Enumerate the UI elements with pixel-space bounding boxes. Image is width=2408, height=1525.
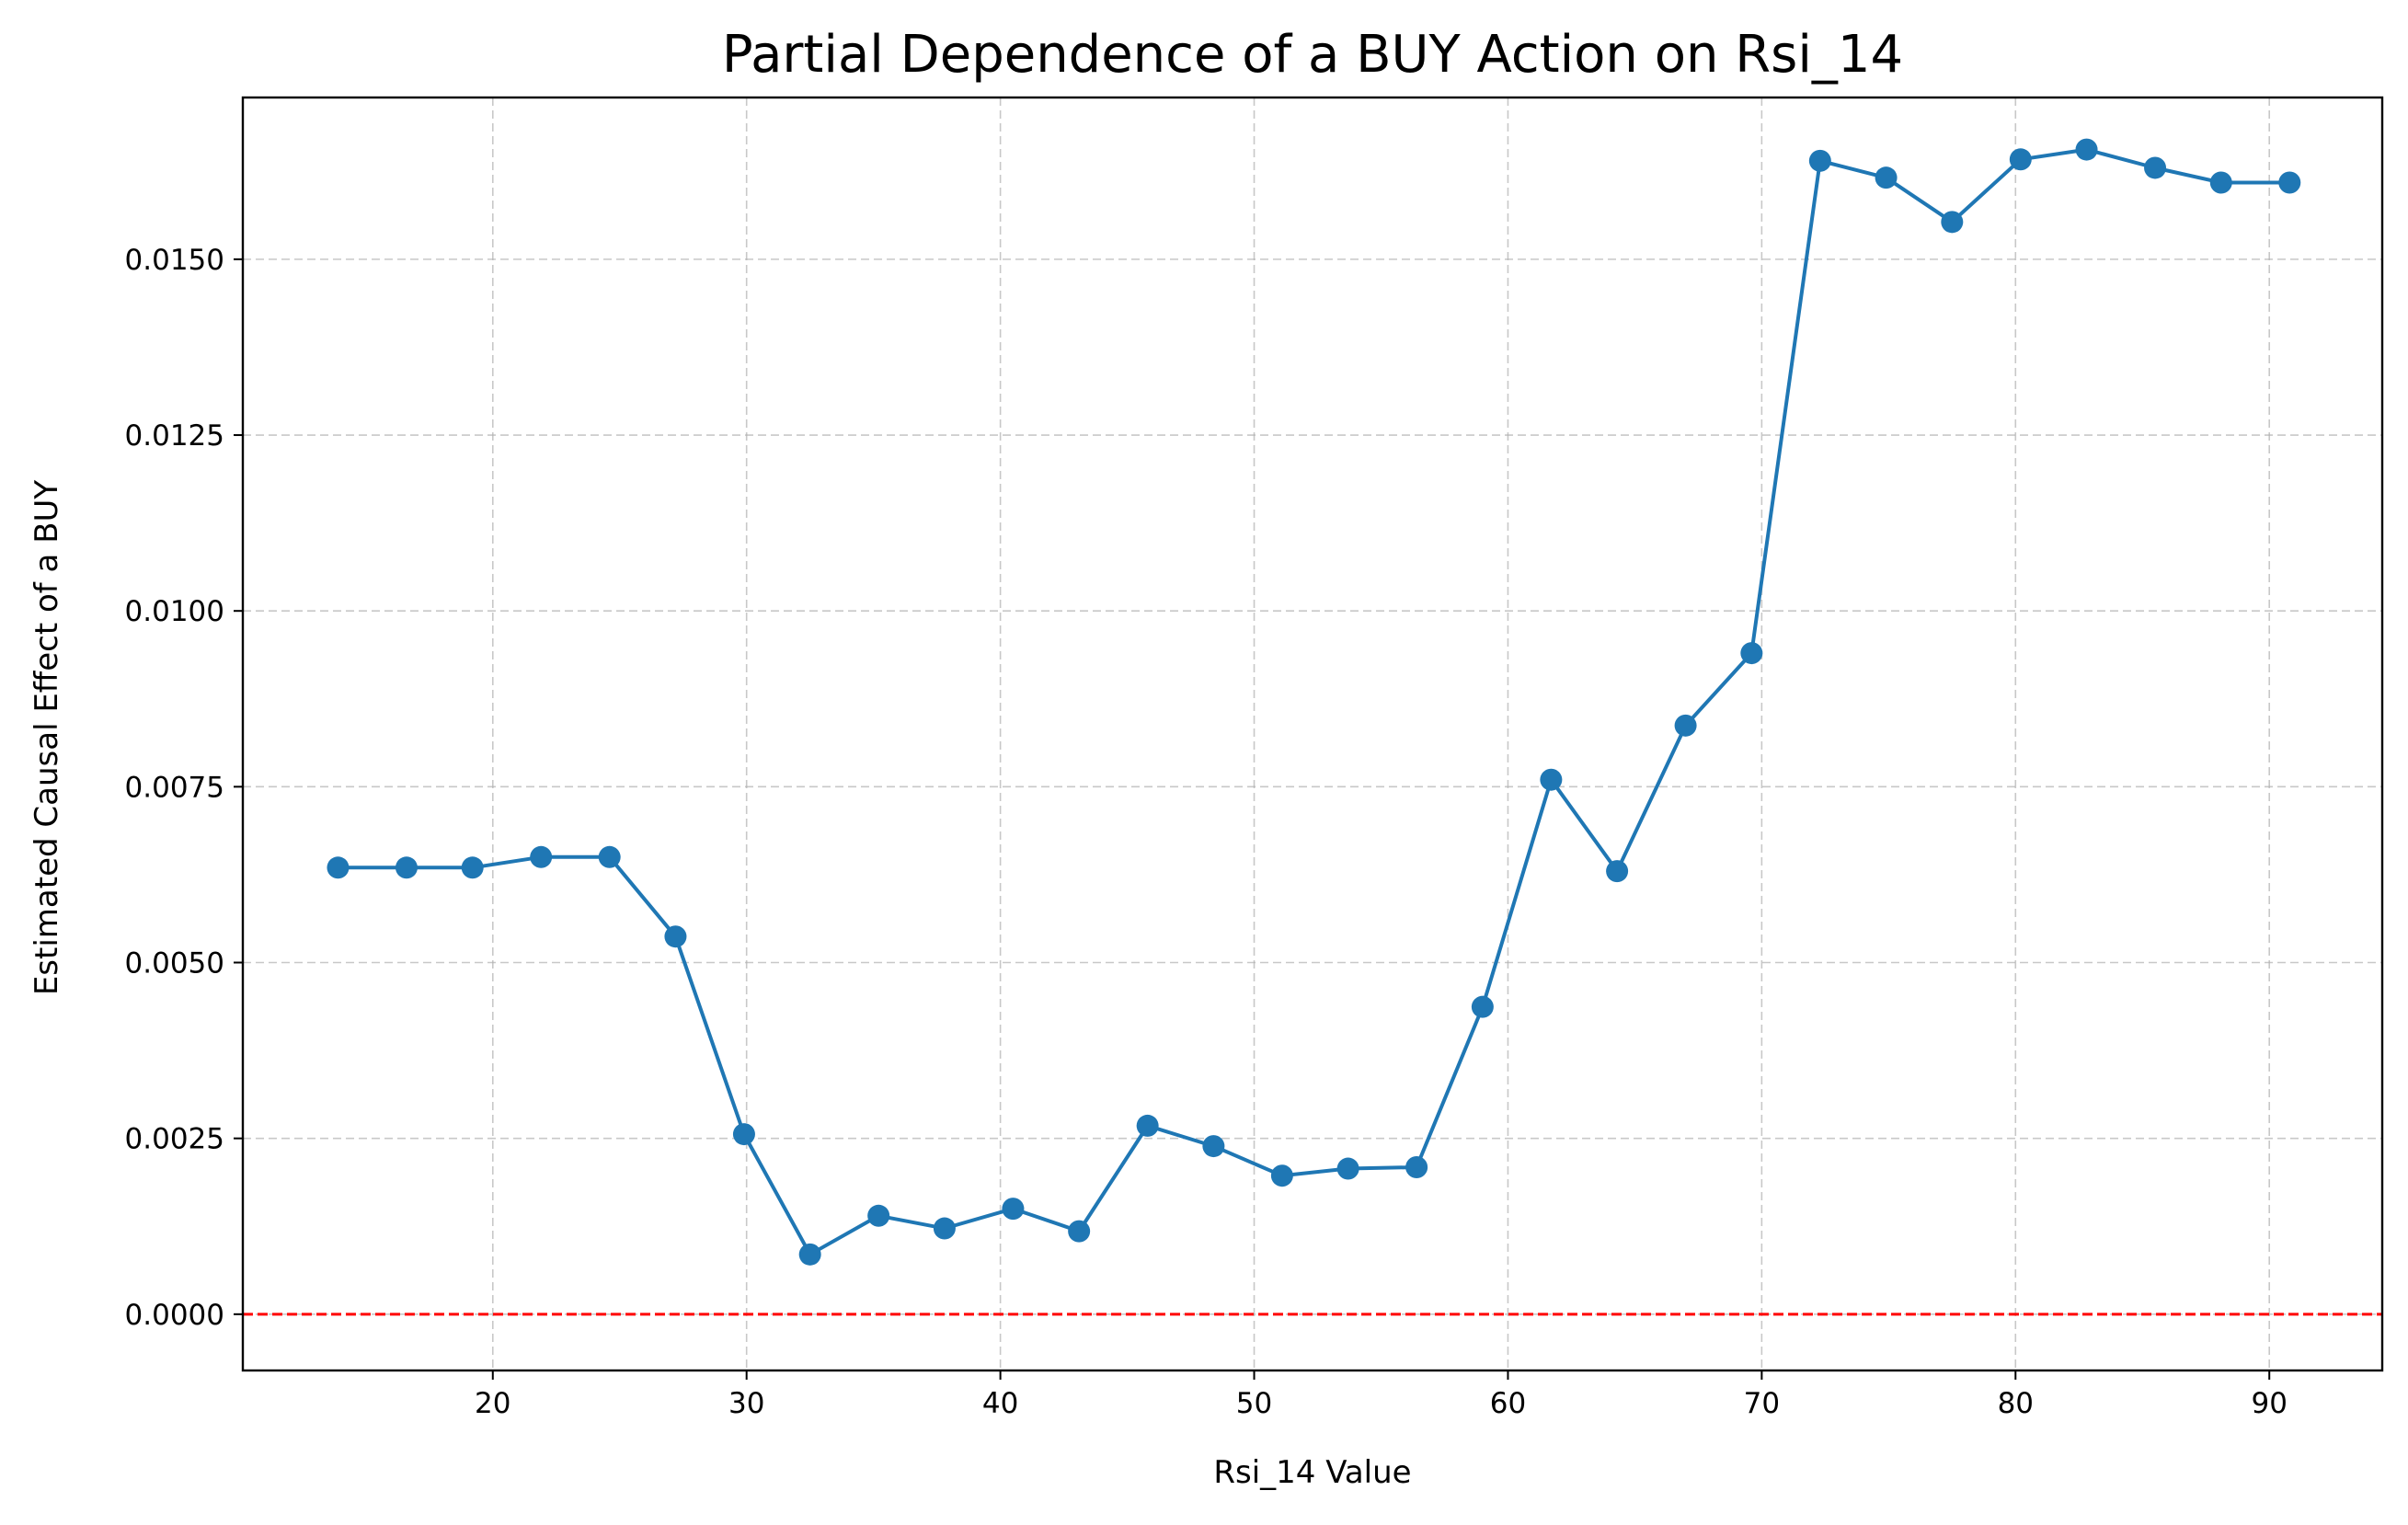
data-point	[327, 856, 350, 879]
data-point	[1606, 860, 1629, 883]
data-point	[867, 1204, 890, 1227]
series-layer	[327, 138, 2301, 1266]
y-axis: 0.0000 0.0025 0.0050 0.0075 0.0100 0.0125 0.01…	[125, 244, 243, 1332]
data-point	[1336, 1157, 1359, 1180]
data-point	[1808, 149, 1831, 172]
x-tick-label: 60	[1490, 1387, 1526, 1420]
data-point	[2075, 138, 2098, 161]
data-point	[1405, 1156, 1428, 1179]
data-point	[1471, 995, 1494, 1018]
data-point	[933, 1217, 956, 1240]
data-point	[1540, 768, 1563, 791]
data-point	[1002, 1198, 1025, 1221]
y-tick-label: 0.0100	[125, 595, 224, 628]
x-axis: 20 30 40 50 60 70 80 90	[475, 1370, 2288, 1420]
data-point	[1740, 642, 1763, 665]
data-point	[1068, 1220, 1091, 1243]
x-tick-label: 20	[475, 1387, 510, 1420]
data-point	[2278, 171, 2301, 194]
y-tick-label: 0.0000	[125, 1299, 224, 1332]
data-point	[461, 856, 484, 879]
data-point	[1270, 1164, 1293, 1187]
x-tick-label: 50	[1236, 1387, 1272, 1420]
x-tick-label: 90	[2251, 1387, 2287, 1420]
data-point	[1941, 211, 1964, 234]
data-point	[2144, 156, 2167, 179]
y-tick-label: 0.0025	[125, 1123, 224, 1156]
y-tick-label: 0.0150	[125, 244, 224, 277]
x-axis-label: Rsi_14 Value	[1213, 1454, 1411, 1491]
data-point	[598, 845, 621, 868]
y-axis-label: Estimated Causal Effect of a BUY	[29, 480, 65, 996]
data-point	[664, 925, 687, 948]
data-point	[798, 1243, 821, 1266]
data-point	[395, 856, 418, 879]
x-tick-label: 80	[1998, 1387, 2034, 1420]
data-point	[1136, 1114, 1159, 1137]
data-point	[2209, 171, 2232, 194]
data-point	[1674, 714, 1697, 737]
y-tick-label: 0.0050	[125, 947, 224, 980]
chart-title: Partial Dependence of a BUY Action on Rs…	[722, 25, 1903, 85]
data-point	[1202, 1135, 1225, 1158]
x-tick-label: 40	[982, 1387, 1018, 1420]
y-tick-label: 0.0075	[125, 771, 224, 804]
y-tick-label: 0.0125	[125, 419, 224, 453]
x-tick-label: 30	[728, 1387, 764, 1420]
data-point	[1875, 166, 1898, 189]
x-tick-label: 70	[1744, 1387, 1780, 1420]
series-line	[338, 147, 2290, 1256]
plot-frame	[241, 96, 2384, 1372]
data-point	[530, 845, 553, 868]
data-point	[2009, 148, 2032, 171]
data-point	[732, 1123, 755, 1146]
